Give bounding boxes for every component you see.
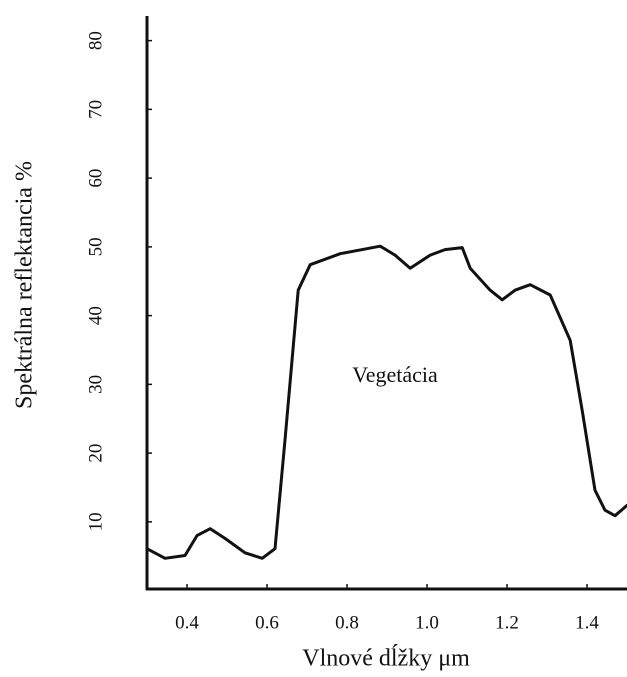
x-tick-label: 0.4 [175, 612, 199, 633]
y-tick-label: 20 [85, 444, 106, 463]
x-tick-label: 0.8 [335, 612, 359, 633]
data-line [145, 244, 627, 560]
y-tick-label: 50 [85, 237, 106, 256]
x-axis-label: Vlnové dĺžky μm [302, 645, 470, 672]
annotation: Vegetácia [352, 362, 438, 387]
y-tick-label: 10 [85, 512, 106, 531]
y-tick-label: 30 [85, 375, 106, 394]
y-tick-label: 70 [85, 100, 106, 119]
x-tick-label: 0.6 [255, 612, 279, 633]
x-tick-label: 1.4 [575, 612, 599, 633]
x-tick-label: 1.2 [495, 612, 519, 633]
y-tick-label: 80 [85, 31, 106, 50]
y-tick-label: 40 [85, 306, 106, 325]
y-axis-label: Spektrálna reflektancia % [12, 161, 38, 409]
x-tick-label: 1.0 [415, 612, 439, 633]
y-tick-label: 60 [85, 169, 106, 188]
